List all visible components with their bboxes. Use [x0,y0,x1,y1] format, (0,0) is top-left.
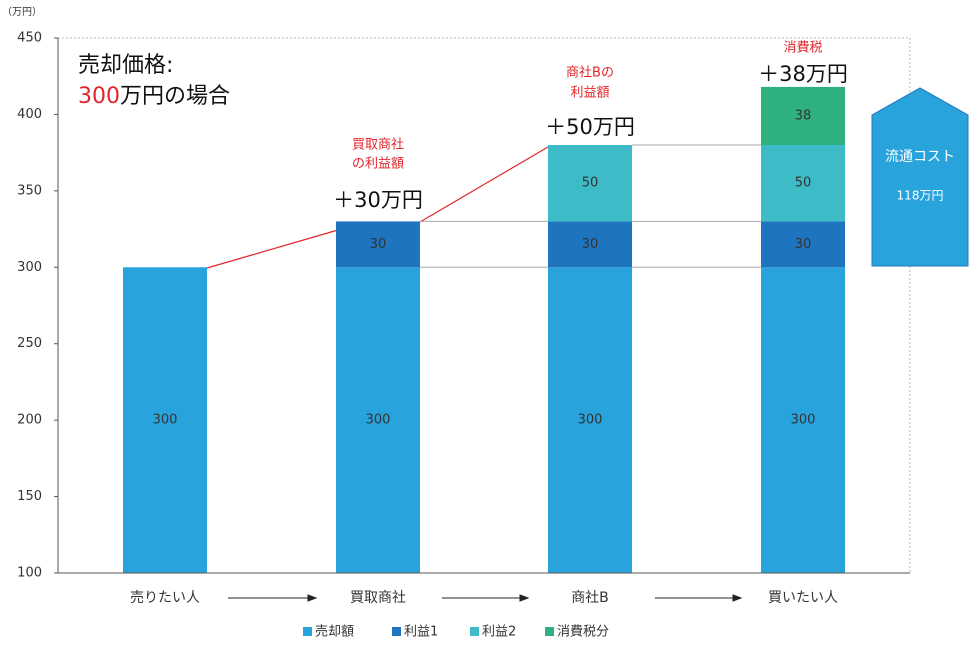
legend-label: 利益2 [482,625,516,640]
bar-segment [761,86,845,145]
callout-shape [871,87,969,267]
annotation: ＋50万円 [545,115,635,139]
bar-segment [548,267,632,573]
note-line1: 売却価格: [78,53,173,78]
connector [206,229,339,269]
note-number: 300 [78,84,120,109]
y-tick-label: 300 [17,260,42,275]
bar-segment [336,221,420,268]
annotation: 消費税 [783,41,822,56]
annotation: 利益額 [570,86,609,101]
bar-segment [761,267,845,573]
note-line2: 300万円の場合 [78,84,230,109]
y-unit: （万円） [2,6,42,18]
y-tick-label: 250 [17,336,42,351]
legend-swatch [470,627,479,636]
value-label: 300 [578,413,603,428]
value-label: 30 [582,237,599,252]
y-tick-label: 150 [17,489,42,504]
legend-label: 売却額 [315,624,354,640]
connector [419,146,549,223]
callout-text: 118万円 [897,189,944,203]
bar-segment [761,221,845,268]
x-tick-label: 買取商社 [350,590,406,606]
annotation: ＋38万円 [758,62,848,86]
x-tick-label: 買いたい人 [768,590,838,606]
bar-segment [123,267,207,573]
y-tick-label: 450 [17,31,42,46]
bar-segment [336,267,420,573]
legend-swatch [303,627,312,636]
legend-swatch [545,627,554,636]
y-tick-label: 400 [17,107,42,122]
value-label: 300 [153,413,178,428]
value-label: 50 [795,176,812,191]
value-label: 38 [795,108,812,123]
y-tick-label: 200 [17,413,42,428]
legend-swatch [392,627,401,636]
bar-segment [548,145,632,222]
value-label: 50 [582,176,599,191]
flow-arrows [228,594,743,602]
y-tick-label: 100 [17,566,42,581]
bar-segment [548,221,632,268]
note-text: 万円の場合 [120,84,230,109]
annotation: ＋30万円 [333,188,423,212]
value-label: 30 [795,237,812,252]
x-tick-label: 商社B [571,590,609,606]
x-tick-label: 売りたい人 [130,590,200,606]
annotation: の利益額 [352,157,404,172]
annotation: 商社Bの [566,65,614,81]
callout-text: 流通コスト [885,149,955,165]
legend-label: 利益1 [404,625,438,640]
bar-segment [761,145,845,222]
value-label: 300 [791,413,816,428]
value-label: 300 [366,413,391,428]
legend-label: 消費税分 [557,625,609,640]
connector-lines [420,144,761,268]
value-label: 30 [370,237,387,252]
annotation: 買取商社 [352,137,404,153]
y-tick-label: 350 [17,183,42,198]
